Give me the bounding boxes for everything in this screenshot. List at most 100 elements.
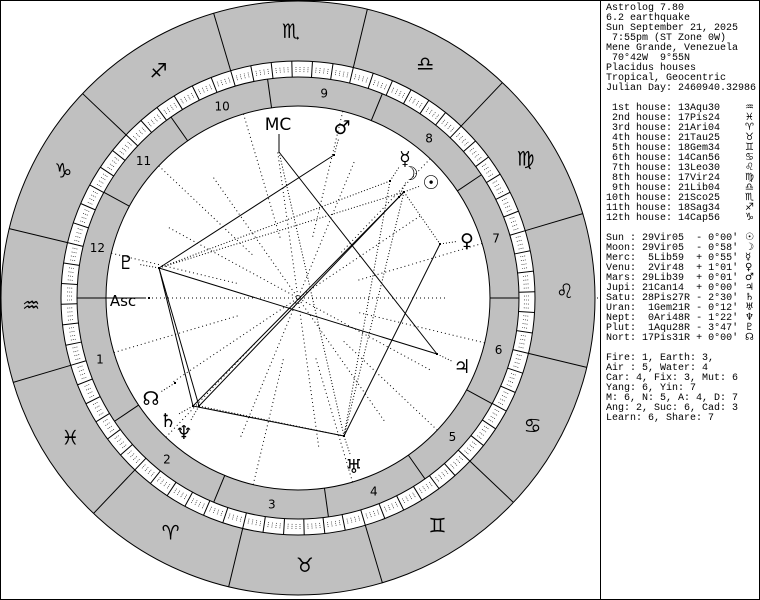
degree-tick (503, 210, 519, 218)
degree-tick (73, 222, 89, 229)
sign-glyph-icon: ♏ (282, 19, 300, 43)
house-number: 6 (495, 343, 503, 357)
degree-tick (68, 267, 74, 269)
house-label: 12th house: (606, 213, 673, 224)
degree-tick (491, 403, 507, 412)
house-label: 3rd house: (606, 123, 673, 134)
degree-tick (77, 228, 83, 231)
degree-tick (103, 419, 108, 423)
degree-tick (135, 133, 140, 138)
degree-tick (71, 251, 77, 254)
degree-tick (209, 506, 212, 512)
planet-icon: ♅ (745, 302, 754, 313)
degree-tick (409, 96, 413, 102)
degree-tick (469, 147, 474, 152)
degree-tick (517, 243, 523, 246)
degree-tick (239, 74, 242, 80)
degree-tick (419, 100, 430, 114)
degree-tick (486, 173, 501, 183)
chart-header: Astrolog 7.80 6.2 earthquake Sun September… (606, 4, 759, 94)
degree-tick (198, 89, 201, 95)
degree-tick (376, 509, 380, 515)
degree-tick (173, 103, 177, 108)
degree-tick (170, 105, 174, 110)
degree-tick (160, 479, 164, 484)
planet-name: Nept (606, 313, 631, 324)
sign-icon: ♓ (745, 112, 754, 123)
degree-tick (484, 166, 489, 171)
degree-tick (89, 198, 95, 201)
degree-tick (413, 486, 423, 501)
sign-boundary (82, 93, 127, 136)
degree-tick (120, 444, 133, 456)
degree-tick (512, 224, 518, 227)
planet-point (398, 196, 400, 198)
degree-tick (220, 510, 223, 516)
house-position: 21Lib04 (678, 183, 721, 194)
degree-tick (513, 365, 519, 368)
house-row: 12th house: 14Cap56 ♑ (606, 213, 759, 224)
degree-tick (380, 82, 383, 88)
degree-tick (270, 62, 274, 79)
degree-tick (425, 107, 430, 112)
degree-tick (72, 247, 78, 250)
house-row: 5th house: 18Gem34 ♊ (606, 143, 759, 154)
planet-position: 29Vir05 (642, 243, 691, 254)
degree-tick (509, 216, 515, 220)
planet-row: Nort: 17Pis31R + 0°00' ☊ (606, 332, 754, 344)
degree-tick (501, 198, 507, 201)
sign-glyph-icon: ♎ (416, 51, 434, 75)
degree-tick (492, 180, 498, 184)
degree-tick (80, 220, 86, 223)
planet-icon: ♀ (745, 262, 753, 273)
degree-tick (255, 70, 258, 76)
planet-point (158, 267, 160, 269)
sign-boundary (469, 460, 514, 503)
planet-speed: + 0°01' (696, 273, 739, 284)
planet-position: 0Ari48R (642, 313, 691, 324)
aspect-line (198, 405, 345, 437)
degree-tick (506, 384, 512, 387)
planet-icon: ♄ (745, 292, 754, 303)
planet-speed: + 0°00' (696, 283, 739, 294)
degree-tick (358, 515, 361, 521)
degree-tick (107, 166, 112, 171)
degree-tick (522, 327, 528, 329)
aspect-line (158, 267, 438, 355)
sign-glyph-icon: ♊ (429, 514, 447, 538)
planet-row: Venu: 2Vir48 + 1°01' ♀ (606, 262, 753, 274)
degree-tick (441, 472, 446, 477)
degree-tick (335, 520, 337, 526)
degree-tick (514, 250, 531, 255)
planet-row: Uran: 1Gem21R - 0°12' ♅ (606, 302, 754, 314)
degree-tick (369, 512, 372, 518)
planet-point (403, 191, 405, 193)
sign-icon: ♉ (745, 132, 754, 143)
degree-tick (474, 153, 479, 158)
degree-tick (441, 119, 446, 124)
house-number: 4 (370, 485, 378, 499)
planet-point (439, 243, 441, 245)
planet-point (174, 382, 176, 384)
planet-name: Uran (606, 303, 631, 314)
degree-tick (453, 461, 458, 466)
degree-tick (486, 170, 491, 174)
degree-tick (346, 518, 349, 524)
degree-tick (488, 419, 493, 423)
header-line: Placidus houses (606, 63, 697, 74)
degree-tick (456, 458, 461, 463)
house-label: 11th house: (606, 203, 673, 214)
planet-position: 1Aqu28R (642, 323, 691, 334)
planet-speed: + 0°00' (696, 333, 739, 344)
degree-tick (361, 76, 364, 82)
degree-tick (395, 89, 398, 95)
degree-tick (62, 322, 79, 326)
degree-tick (124, 144, 129, 149)
degree-tick (409, 494, 413, 500)
planet-position: 17Pis31R (642, 333, 691, 344)
degree-tick (107, 429, 121, 440)
degree-tick (77, 378, 93, 386)
degree-tick (235, 75, 238, 81)
planet-row: Moon: 29Vir05 - 0°58' ☽ (606, 242, 754, 254)
degree-tick (376, 81, 380, 87)
